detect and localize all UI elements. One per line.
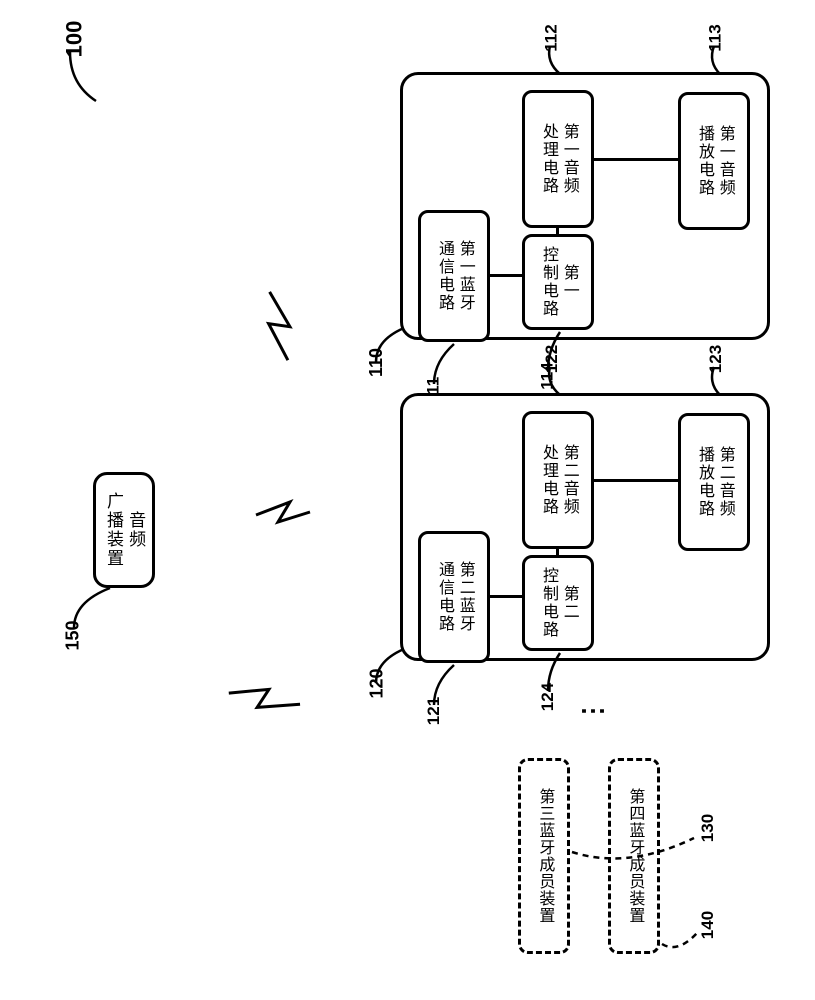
leader-122	[540, 363, 580, 403]
member-130: 第三蓝牙成员装置	[518, 758, 570, 954]
leader-112	[540, 42, 580, 82]
conn-111-114	[490, 274, 522, 277]
leader-121	[428, 661, 468, 711]
bolt-3	[215, 645, 329, 761]
leader-111	[428, 340, 468, 390]
leader-120	[370, 643, 420, 688]
block-114: 第一控制电路	[522, 234, 594, 330]
conn-112-113	[594, 158, 678, 161]
block-111: 第一蓝牙通信电路	[418, 210, 490, 342]
block-124: 第二控制电路	[522, 555, 594, 651]
conn-121-124	[490, 595, 522, 598]
leader-113	[700, 42, 740, 82]
diagram-canvas: 100 音频广播装置 150 110 第一蓝牙通信电路 111 第一音频处理电路…	[0, 0, 815, 1000]
leader-100	[56, 46, 116, 116]
block-123: 第二音频播放电路	[678, 413, 750, 551]
leader-124	[542, 649, 582, 697]
leader-150	[68, 580, 128, 635]
block-113: 第一音频播放电路	[678, 92, 750, 230]
bolt-2	[248, 490, 318, 555]
broadcast-device: 音频广播装置	[93, 472, 155, 588]
conn-122-123	[594, 479, 678, 482]
leader-140	[658, 916, 708, 956]
leader-110	[370, 322, 420, 367]
member-140: 第四蓝牙成员装置	[608, 758, 660, 954]
block-112: 第一音频处理电路	[522, 90, 594, 228]
block-121: 第二蓝牙通信电路	[418, 531, 490, 663]
block-122: 第二音频处理电路	[522, 411, 594, 549]
bolt-1	[223, 278, 326, 387]
leader-123	[700, 363, 740, 403]
conn-122-124	[556, 549, 559, 555]
conn-112-114	[556, 228, 559, 234]
ellipsis-vertical: ⋮	[578, 698, 608, 727]
